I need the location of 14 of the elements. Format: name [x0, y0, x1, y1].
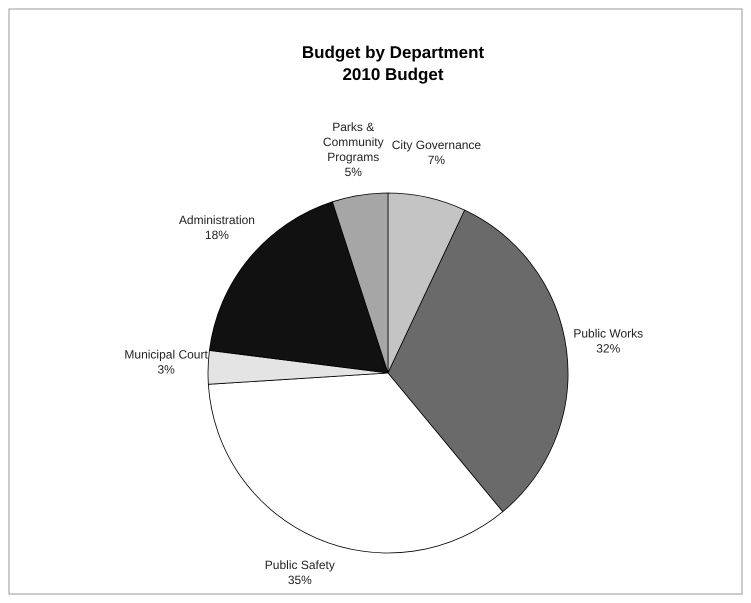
chart-subtitle: 2010 Budget — [342, 65, 444, 84]
data-label: 35% — [288, 573, 312, 588]
data-label: 18% — [204, 228, 230, 242]
data-label: 3% — [157, 362, 176, 377]
slice-label: Public Safety — [264, 558, 335, 572]
slice-label: Public Works — [573, 326, 644, 341]
data-label: 32% — [596, 342, 621, 356]
chart-title: Budget by Department — [302, 43, 484, 62]
slice-label: Parks & Community Programs — [322, 120, 384, 164]
slice-label: Administration — [178, 212, 255, 227]
slice-label: City Governance — [392, 138, 482, 152]
data-label: 7% — [428, 152, 446, 167]
data-label: 5% — [344, 165, 362, 180]
slice-label: Municipal Court — [124, 348, 208, 362]
